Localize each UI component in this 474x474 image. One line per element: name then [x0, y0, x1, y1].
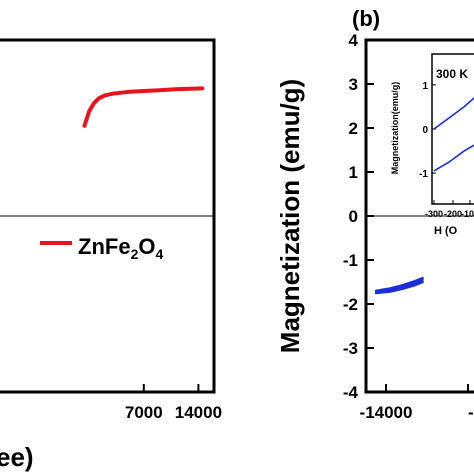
inset-temperature-label: 300 K	[436, 67, 468, 81]
legend-part-4: 4	[155, 246, 163, 262]
panel-b-y-tick-label: -2	[343, 295, 358, 314]
panel-b-x-tick-label: -7	[468, 403, 474, 422]
inset-frame	[431, 53, 474, 205]
panel-b-y-tick-label: -4	[343, 383, 359, 402]
inset-x-tick-label: -200	[444, 209, 462, 219]
inset-y-axis-label: Magnetization(emu/g)	[390, 82, 400, 175]
panel-b-series-lower	[374, 281, 424, 295]
panel-a-x-axis-label: ee)	[0, 442, 34, 472]
panel-a-legend: ZnFe2O4	[40, 234, 163, 262]
panel-a-series-line	[82, 86, 205, 128]
inset-y-tick-label: 1	[422, 81, 428, 92]
legend-part-3: O	[138, 234, 155, 259]
panel-a-x-tick-label: 14000	[175, 403, 222, 422]
inset-x-ticks: -300-200-1000	[425, 200, 474, 219]
inset-x-tick-label: -100	[461, 209, 474, 219]
panel-b-label: (b)	[352, 6, 380, 31]
inset: Magnetization(emu/g) 300 K 1 0 -1 -300 -200…	[390, 53, 474, 237]
panel-b-x-tick-label: -14000	[360, 403, 413, 422]
panel-b-y-ticks: 4 3 2 1 0 -1 -2 -3 -4	[343, 31, 374, 402]
panel-b-y-tick-label: 0	[349, 207, 358, 226]
panel-b: (b) Magnetization (emu/g) 43210-1-2-3-4 …	[275, 6, 474, 422]
panel-b-y-tick-label: -3	[343, 339, 358, 358]
inset-y-tick-label: -1	[419, 169, 428, 180]
inset-x-tick-label: -300	[425, 209, 443, 219]
panel-b-y-tick-label: 4	[349, 31, 359, 50]
inset-x-axis-label: H (O	[434, 225, 458, 237]
legend-part-1: ZnFe	[78, 234, 131, 259]
inset-series-upper	[433, 97, 474, 130]
panel-a-x-ticks: 7000 14000	[125, 384, 222, 422]
panel-b-x-ticks: -14000 -7	[360, 384, 474, 422]
panel-a-x-tick-label: 7000	[125, 403, 163, 422]
inset-y-tick-label: 0	[422, 125, 428, 136]
legend-part-2: 2	[131, 246, 139, 262]
panel-b-y-axis-label: Magnetization (emu/g)	[275, 79, 305, 353]
panel-b-y-tick-label: 2	[349, 119, 358, 138]
panel-b-y-tick-label: 3	[349, 75, 358, 94]
panel-b-y-tick-label: -1	[343, 251, 358, 270]
panel-a: 7000 14000 ZnFe2O4 ee)	[0, 38, 222, 472]
panel-b-y-tick-label: 1	[349, 163, 358, 182]
panel-b-series-upper	[374, 276, 424, 292]
inset-series-lower	[433, 144, 474, 172]
panel-a-legend-label: ZnFe2O4	[78, 234, 163, 262]
